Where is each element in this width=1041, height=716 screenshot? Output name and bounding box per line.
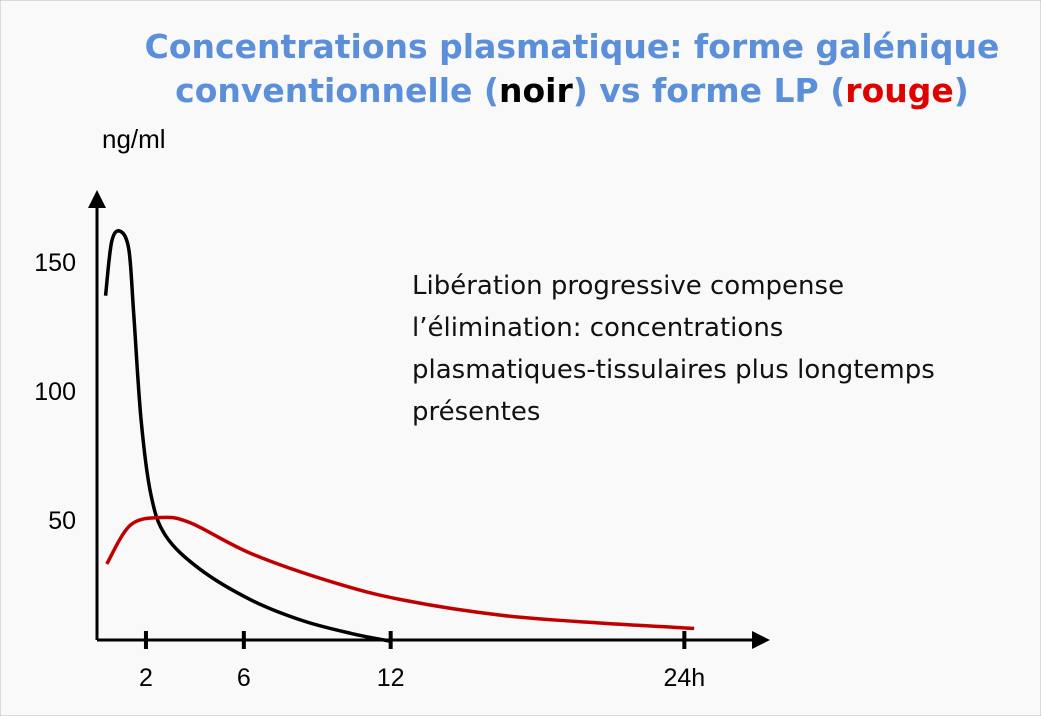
x-tick-label: 6: [237, 664, 251, 692]
annotation: l’élimination: concentrations: [412, 313, 783, 343]
title-segment: conventionnelle (: [175, 71, 499, 110]
title-segment: Concentrations plasmatique: forme galéni…: [145, 27, 1000, 66]
series-line: [103, 229, 392, 643]
chart-title: conventionnelle (noir) vs forme LP (roug…: [175, 71, 969, 110]
x-tick-label: 24h: [663, 664, 705, 692]
title-segment: ): [954, 71, 969, 110]
y-tick-label: 150: [34, 249, 76, 277]
title-segment: rouge: [845, 71, 953, 110]
x-axis-arrow: [752, 631, 770, 649]
annotation: présentes: [412, 397, 540, 427]
y-tick-label: 100: [34, 378, 76, 406]
annotation: plasmatiques-tissulaires plus longtemps: [412, 355, 935, 385]
y-axis-label: ng/ml: [102, 124, 166, 154]
y-tick-label: 50: [48, 507, 76, 535]
title-segment: noir: [499, 71, 573, 110]
x-tick-label: 2: [139, 664, 153, 692]
series-line: [105, 515, 695, 631]
title-segment: ) vs forme LP (: [573, 71, 846, 110]
annotation: Libération progressive compense: [412, 271, 844, 301]
y-axis-arrow: [88, 190, 106, 208]
chart-title: Concentrations plasmatique: forme galéni…: [145, 27, 1000, 66]
x-tick-label: 12: [377, 664, 405, 692]
